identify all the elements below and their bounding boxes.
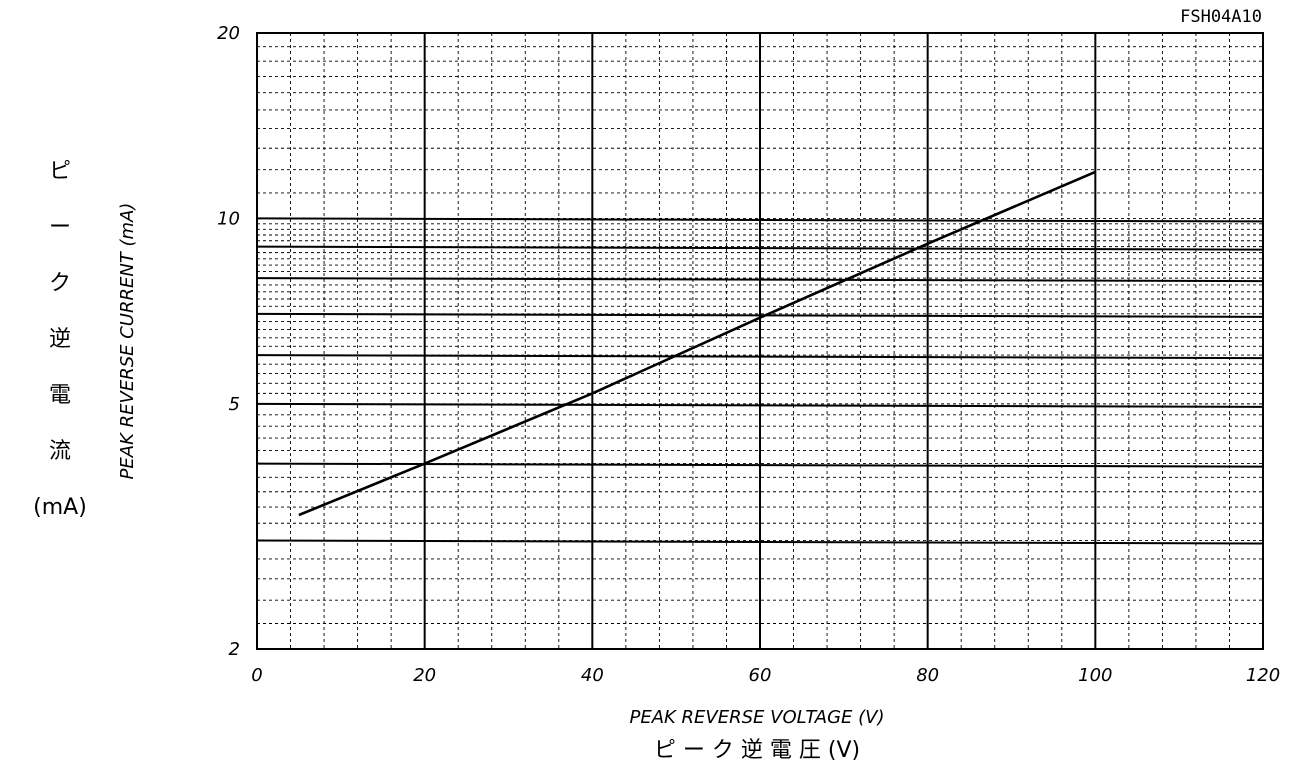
y-tick-label: 5	[229, 394, 240, 415]
reference-hline	[256, 402, 1264, 408]
x-tick-label: 20	[413, 665, 436, 686]
y-tick-label: 20	[217, 23, 240, 44]
y-axis-label-jp-unit: (mA)	[33, 495, 87, 520]
reference-hline	[256, 217, 1264, 223]
y-axis-label-jp-char: 電	[49, 383, 71, 408]
minor-grid	[257, 33, 1263, 649]
y-tick-label: 2	[229, 639, 240, 660]
x-tick-label: 40	[581, 665, 604, 686]
x-axis-label-jp: ピ ー ク 逆 電 圧 (V)	[654, 738, 860, 763]
y-axis-label-en: PEAK REVERSE CURRENT (mA)	[117, 203, 138, 480]
reference-hline	[256, 245, 1264, 251]
series-layer	[298, 170, 1096, 517]
x-tick-label: 120	[1246, 665, 1280, 686]
plot-frame	[256, 32, 1264, 650]
reference-hline	[256, 312, 1264, 318]
y-tick-labels: 2 5 10 20	[217, 23, 240, 660]
reference-hline	[256, 277, 1264, 283]
y-axis-label-jp-char: 逆	[49, 327, 71, 352]
y-tick-label: 10	[217, 208, 240, 229]
major-grid	[423, 33, 1097, 649]
reference-lines	[256, 217, 1264, 545]
x-tick-label: 100	[1078, 665, 1112, 686]
x-tick-label: 80	[916, 665, 939, 686]
y-axis-label-jp-char: ク	[49, 271, 71, 296]
x-tick-label: 60	[749, 665, 772, 686]
y-axis-label-jp-char: ピ	[49, 159, 71, 184]
reference-hline	[256, 354, 1264, 360]
x-tick-label: 0	[251, 665, 262, 686]
doc-code: FSH04A10	[1180, 7, 1262, 27]
x-tick-labels: 0 20 40 60 80 100 120	[251, 665, 1280, 686]
reference-hline	[256, 539, 1264, 545]
series-line-0	[298, 170, 1096, 517]
y-axis-label-jp-char: 流	[49, 439, 71, 464]
y-axis-label-jp-char: ー	[49, 215, 71, 240]
x-axis-label-en: PEAK REVERSE VOLTAGE (V)	[629, 707, 884, 728]
